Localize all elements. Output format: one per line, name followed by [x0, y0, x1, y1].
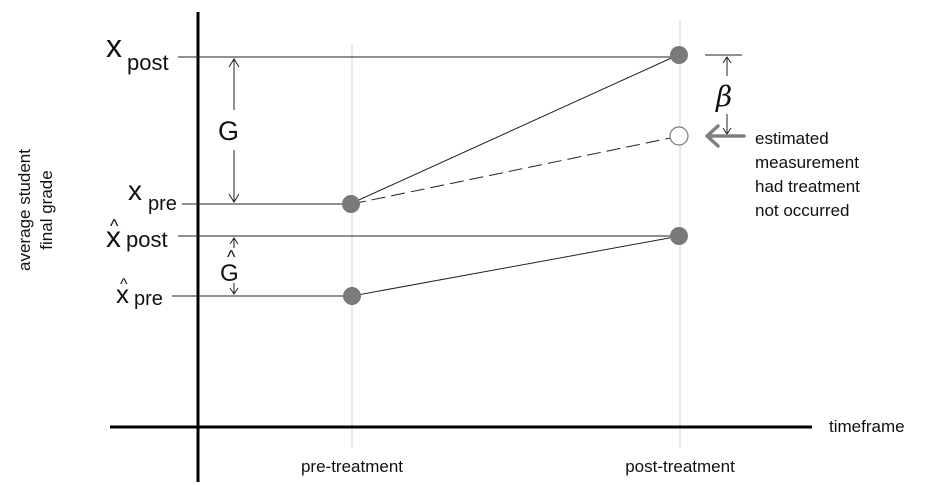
annotation-line-2: measurement	[755, 153, 859, 172]
category-label-pre: pre-treatment	[301, 457, 403, 476]
beta-gap-bracket	[705, 54, 742, 135]
xhat-pre-base: x	[116, 279, 129, 309]
g-hat-gap-label: G	[220, 260, 239, 287]
category-label-post: post-treatment	[625, 457, 735, 476]
xhat-pre-hat: ^	[120, 276, 128, 293]
g-hat-symbol: ^	[227, 247, 236, 267]
annotation-line-3: had treatment	[755, 177, 860, 196]
xhat-post-point	[670, 227, 688, 245]
x-pre-subscript: pre	[148, 193, 177, 215]
y-axis-label-line-1: average student	[15, 149, 34, 271]
x-post-subscript: post	[127, 50, 169, 75]
x-pre-base: x	[128, 175, 142, 206]
x-pre-label: x pre	[128, 175, 177, 215]
g-gap-label: G	[218, 116, 239, 146]
treatment-trend-line	[349, 54, 679, 205]
xhat-post-subscript: post	[126, 227, 168, 252]
x-post-point	[670, 46, 688, 64]
xhat-post-hat: ^	[110, 216, 119, 236]
beta-gap-label: β	[715, 80, 732, 113]
counterfactual-trend-line	[351, 135, 681, 205]
counterfactual-annotation: estimated measurement had treatment not …	[755, 129, 860, 220]
annotation-line-4: not occurred	[755, 201, 850, 220]
x-axis-label: timeframe	[829, 417, 905, 436]
g-gap-bracket	[222, 56, 246, 203]
control-trend-line	[351, 235, 681, 297]
y-axis-label: average student final grade	[15, 149, 56, 271]
annotation-line-1: estimated	[755, 129, 829, 148]
g-hat-gap-bracket	[229, 237, 239, 295]
xhat-pre-label: ^ x pre	[116, 276, 163, 310]
x-post-label: x post	[106, 28, 169, 75]
xhat-post-label: ^ x post	[106, 216, 168, 254]
annotation-arrow	[705, 124, 746, 148]
y-axis-label-line-2: final grade	[37, 170, 56, 249]
xhat-pre-subscript: pre	[134, 288, 163, 310]
x-post-base: x	[106, 28, 122, 64]
x-pre-point	[342, 195, 360, 213]
xhat-post-base: x	[106, 221, 121, 254]
xhat-pre-point	[343, 287, 361, 305]
counterfactual-point	[669, 126, 689, 146]
